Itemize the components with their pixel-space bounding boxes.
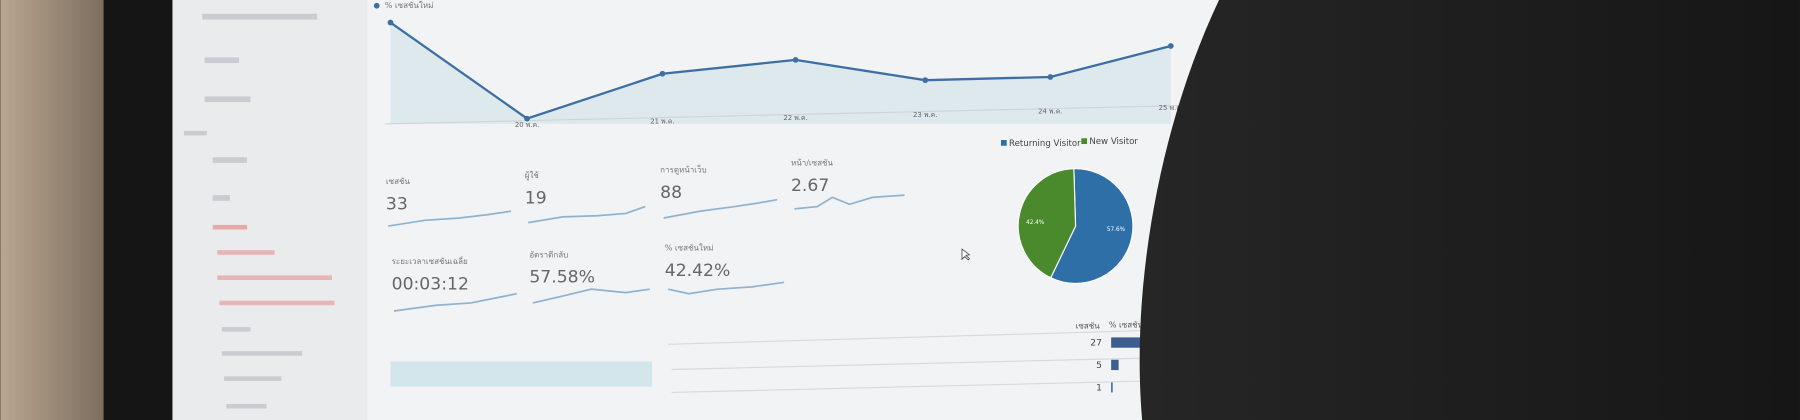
table: เซสชัน % เซสชัน 27 5 1 [1076, 320, 1152, 393]
metric-value: 88 [660, 183, 682, 203]
x-tick-label: 25 พ.ค. [1159, 104, 1183, 112]
sidebar-items [183, 13, 335, 409]
foreground-shadow [1139, 0, 1800, 420]
pie-value-label: 57.6% [1107, 227, 1126, 233]
cell-bar [1111, 337, 1152, 348]
metric-label: ระยะเวลาเซสชันเฉลี่ย [392, 255, 468, 266]
line-point [922, 77, 929, 84]
metric-label: หน้า/เซสชัน [791, 158, 833, 167]
cell-bar [1111, 359, 1119, 371]
pie-chart: 57.6% 42.4% Returning Visitor New Visitor [1000, 137, 1138, 285]
x-axis [384, 105, 1183, 125]
legend-label: New Visitor [1089, 137, 1138, 147]
column-header: % เซสชัน [1109, 320, 1144, 329]
pie-slice [1049, 168, 1134, 285]
pie-slice [1017, 168, 1077, 279]
legend-dot [373, 2, 380, 9]
metric-value: 19 [525, 189, 547, 209]
table-rules [668, 329, 1148, 394]
x-tick-label: 22 พ.ค. [783, 114, 807, 122]
line-point [659, 70, 666, 77]
metric-value: 00:03:12 [392, 275, 469, 295]
metric-value: 2.67 [791, 176, 829, 196]
column-header: เซสชัน [1076, 321, 1101, 330]
legend-swatch [1000, 140, 1007, 146]
metric-label: อัตราตีกลับ [529, 250, 568, 259]
cell-value: 5 [1096, 360, 1102, 371]
line-chart: % เซสชันใหม่ 20 พ.ค. 21 พ.ค. 22 พ.ค. 23 พ.ค.… [373, 1, 1183, 129]
legend-swatch [1081, 138, 1088, 145]
x-tick-label: 21 พ.ค. [650, 118, 674, 126]
line-point [792, 57, 799, 63]
cell-value: 1 [1096, 382, 1102, 393]
sidebar [172, 0, 370, 420]
pie-value-label: 42.4% [1026, 220, 1045, 226]
x-tick-label: 23 พ.ค. [913, 111, 937, 119]
table-row-highlight [390, 361, 653, 387]
line-point [387, 19, 394, 26]
line-point [524, 115, 530, 122]
line-point [1047, 74, 1054, 80]
mouse-cursor [961, 248, 971, 261]
line-area [390, 22, 1171, 124]
monitor-bezel [103, 0, 175, 420]
metric-label: การดูหน้าเว็บ [660, 164, 706, 175]
cell-value: 27 [1090, 338, 1102, 349]
metrics: เซสชัน 33 ผู้ใช้ 19 การดูหน้าเว็บ 88 หน้า/เซสช… [386, 158, 834, 294]
legend-label: Returning Visitor [1009, 139, 1081, 149]
legend-label: % เซสชันใหม่ [385, 1, 434, 10]
metric-value: 42.42% [665, 261, 731, 281]
x-tick-label: 24 พ.ค. [1038, 107, 1062, 115]
metric-value: 57.58% [529, 268, 595, 288]
metric-label: % เซสชันใหม่ [665, 243, 714, 252]
metric-value: 33 [386, 194, 408, 214]
background-wall [0, 0, 110, 420]
metric-label: ผู้ใช้ [525, 171, 540, 181]
line-point [1167, 43, 1174, 49]
x-tick-label: 20 พ.ค. [515, 121, 539, 129]
cell-bar [1111, 382, 1113, 393]
sparklines [388, 194, 905, 312]
metric-label: เซสชัน [386, 177, 411, 186]
